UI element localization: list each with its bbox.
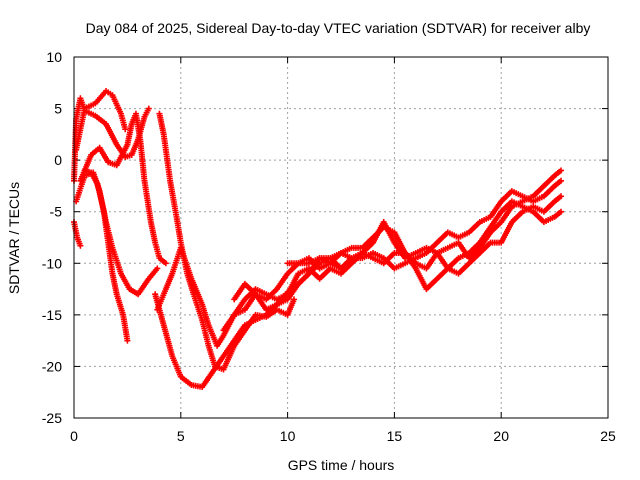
y-tick-label: -5 xyxy=(50,204,63,220)
plot-frame xyxy=(73,56,609,419)
y-tick-label: -25 xyxy=(42,410,62,426)
data-point xyxy=(77,242,84,249)
data-point xyxy=(122,126,129,133)
x-tick-label: 10 xyxy=(280,428,296,444)
data-point xyxy=(291,296,298,303)
series-line xyxy=(156,195,563,347)
y-tick-label: 10 xyxy=(46,49,62,65)
x-tick-label: 25 xyxy=(600,428,616,444)
series-s1 xyxy=(71,219,84,249)
y-tick-labels: -25 -20 -15 -10 -5 0 5 10 xyxy=(42,49,62,426)
series-s3 xyxy=(73,88,129,153)
data-point xyxy=(558,208,565,215)
x-tick-labels: 0 5 10 15 20 25 xyxy=(70,428,616,444)
y-tick-label: 0 xyxy=(54,152,62,168)
data-point xyxy=(154,265,161,272)
data-point xyxy=(558,193,565,200)
data-point xyxy=(162,260,169,267)
series-s6 xyxy=(73,169,161,298)
chart-title: Day 084 of 2025, Sidereal Day-to-day VTE… xyxy=(86,20,591,36)
y-axis-label: SDTVAR / TECUs xyxy=(6,182,22,294)
x-axis-label: GPS time / hours xyxy=(288,457,395,473)
y-tick-label: -15 xyxy=(42,307,62,323)
x-tick-label: 5 xyxy=(177,428,185,444)
data-series xyxy=(71,88,565,391)
x-tick-label: 0 xyxy=(70,428,78,444)
data-point xyxy=(558,177,565,184)
x-tick-label: 20 xyxy=(493,428,509,444)
y-tick-label: -10 xyxy=(42,255,62,271)
x-tick-label: 15 xyxy=(387,428,403,444)
data-point xyxy=(558,167,565,174)
data-point xyxy=(124,337,131,344)
data-point xyxy=(145,105,152,112)
y-tick-label: 5 xyxy=(54,101,62,117)
series-s5 xyxy=(81,167,131,344)
series-s11 xyxy=(231,198,565,313)
series-s4 xyxy=(77,110,169,267)
series-s12 xyxy=(284,177,565,272)
y-tick-label: -20 xyxy=(42,358,62,374)
